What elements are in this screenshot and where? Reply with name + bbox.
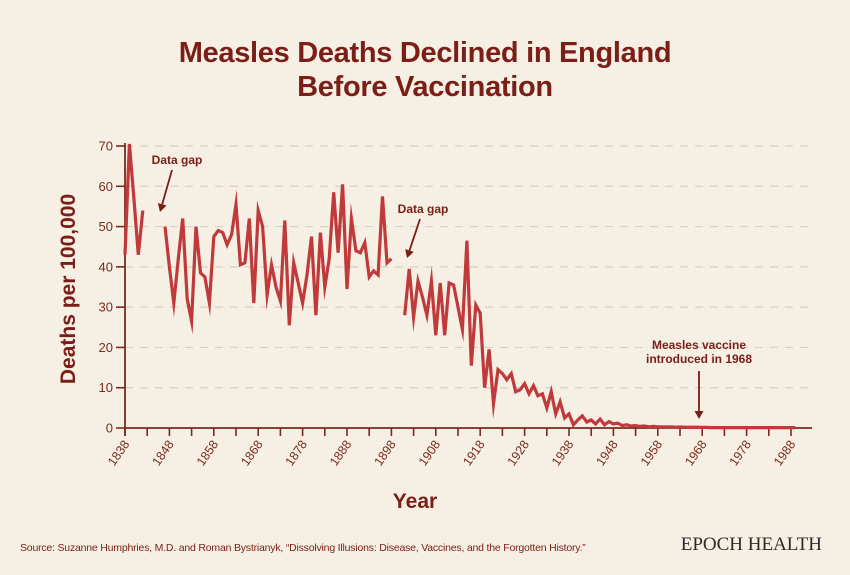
- arrow-head: [405, 248, 414, 258]
- chart-title-line-2: Before Vaccination: [297, 71, 553, 103]
- arrow-head: [157, 203, 167, 212]
- y-tick-label: 50: [99, 219, 113, 234]
- source-note: Source: Suzanne Humphries, M.D. and Roma…: [20, 542, 586, 554]
- x-tick-label: 1878: [283, 438, 310, 469]
- x-tick-label: 1868: [238, 438, 265, 469]
- x-tick-label: 1918: [460, 438, 487, 469]
- data-series: [123, 143, 796, 430]
- y-axis-label: Deaths per 100,000: [57, 194, 80, 384]
- x-tick-label: 1948: [593, 438, 620, 469]
- arrow-vaccine-icon: [694, 371, 704, 419]
- y-tick-label: 40: [99, 259, 113, 274]
- annotation-vaccine-line-2: introduced in 1968: [646, 352, 752, 366]
- annotation-vaccine-line-1: Measles vaccine: [652, 338, 746, 352]
- y-ticks: 0 10 20 30 40 50 60 70: [99, 139, 125, 436]
- annotations: Data gap Data gap Measles vaccineintroduce…: [152, 153, 752, 419]
- y-tick-label: 70: [99, 139, 113, 154]
- brand-logo: EPOCH HEALTH: [680, 534, 822, 555]
- series-line-segment: [403, 240, 796, 430]
- y-tick-label: 30: [99, 300, 113, 315]
- arrow-shaft: [408, 218, 421, 251]
- x-tick-label: 1838: [105, 438, 132, 469]
- x-tick-label: 1848: [149, 438, 176, 469]
- y-tick-label: 60: [99, 179, 113, 194]
- x-ticks: 1838 1848 1858 1868 1878 1888 1898 1908 1918 1928…: [105, 428, 798, 469]
- y-tick-label: 20: [99, 340, 113, 355]
- x-tick-label: 1968: [682, 438, 709, 469]
- y-tick-label: 10: [99, 380, 113, 395]
- x-tick-label: 1928: [505, 438, 532, 469]
- x-tick-label: 1898: [371, 438, 398, 469]
- y-tick-label: 0: [106, 421, 113, 436]
- x-tick-label: 1908: [416, 438, 443, 469]
- series-line-segment: [163, 184, 393, 335]
- x-tick-label: 1978: [727, 438, 754, 469]
- chart-title: Measles Deaths Declined in England Befor…: [0, 36, 850, 104]
- x-tick-label: 1958: [638, 438, 665, 469]
- gridlines: [125, 145, 812, 389]
- arrow-data-gap-1-icon: [157, 169, 173, 212]
- annotation-data-gap-2: Data gap: [398, 202, 449, 216]
- annotation-data-gap-1: Data gap: [152, 153, 203, 167]
- arrow-data-gap-2-icon: [405, 218, 421, 258]
- chart-title-line-1: Measles Deaths Declined in England: [178, 37, 672, 69]
- x-tick-label: 1988: [771, 438, 798, 469]
- x-axis-label: Year: [393, 490, 437, 513]
- arrow-head: [694, 411, 704, 419]
- arrow-shaft: [161, 169, 173, 205]
- x-tick-label: 1888: [327, 438, 354, 469]
- series-line-segment: [123, 143, 145, 255]
- x-tick-label: 1938: [549, 438, 576, 469]
- x-tick-label: 1858: [194, 438, 221, 469]
